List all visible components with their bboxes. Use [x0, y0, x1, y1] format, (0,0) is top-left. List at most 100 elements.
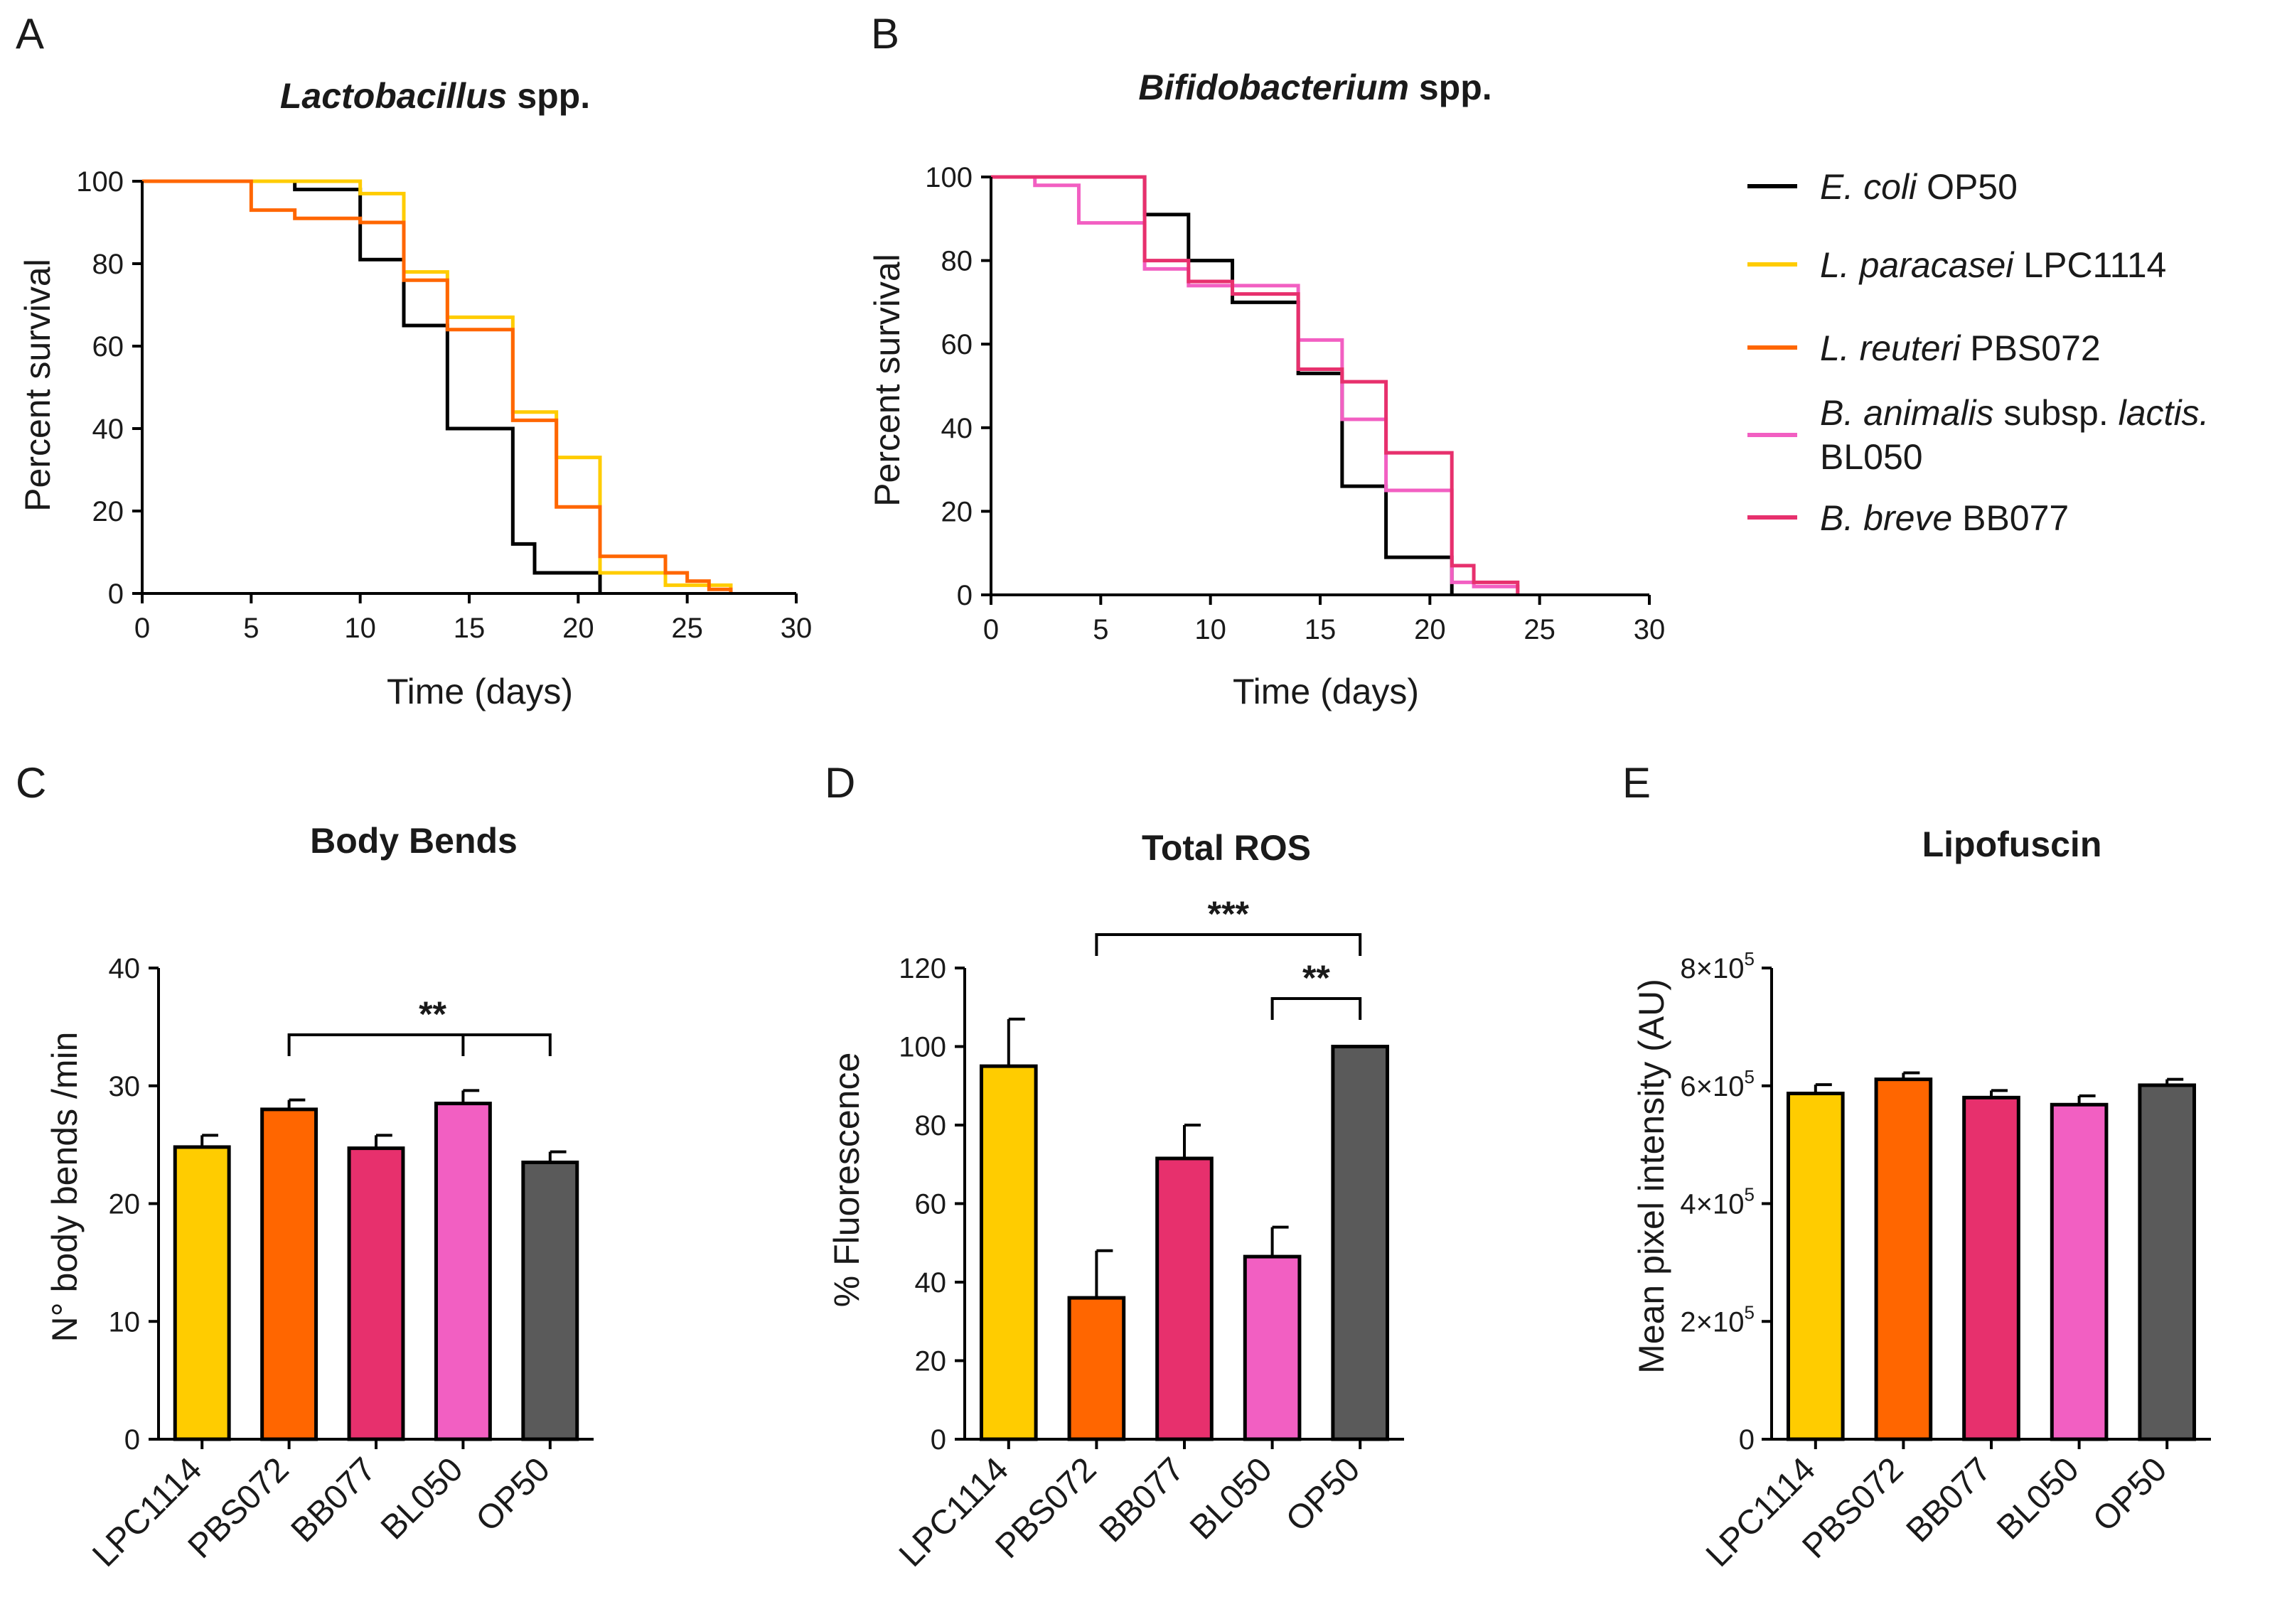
panel-c-bar-bb077 — [347, 1146, 405, 1441]
panel-e-ytick-exponent: 5 — [1745, 1184, 1755, 1205]
panel-d-ytick-label: 100 — [899, 1032, 946, 1063]
panel-e-bar-pbs072 — [1874, 1077, 1933, 1441]
panel-a-ytick-label: 40 — [92, 414, 124, 445]
panel-d-ytick-label: 40 — [915, 1267, 947, 1298]
panel-c-ytick-label: 30 — [109, 1071, 141, 1102]
panel-b-xtick-label: 15 — [1305, 614, 1337, 645]
panel-a-ytick-label: 80 — [92, 249, 124, 280]
panel-d-title: Total ROS — [1142, 828, 1311, 868]
panel-e-bar-lpc1114 — [1786, 1092, 1845, 1441]
panel-e-ytick-label: 2×105 — [1680, 1301, 1755, 1338]
panel-c: C Body Bends N° body bends /min LPC1114P… — [16, 759, 594, 1574]
panel-d-category-label: BL050 — [1183, 1451, 1280, 1547]
panel-d-bar-bb077 — [1155, 1156, 1214, 1441]
panel-a-xtick-label: 30 — [781, 613, 813, 644]
panel-a: A Lactobacillus spp. Percent survival Ti… — [16, 10, 812, 711]
panel-e-category-label: BL050 — [1990, 1451, 2087, 1547]
panel-b-ytick-label: 60 — [941, 329, 973, 360]
panel-e-ytick-exponent: 5 — [1745, 1301, 1755, 1323]
panel-a-title: Lactobacillus spp. — [280, 76, 590, 116]
panel-d-ytick-label: 0 — [931, 1424, 946, 1456]
panel-b-xtick-label: 30 — [1634, 614, 1666, 645]
panel-a-xtick-label: 25 — [671, 613, 703, 644]
panel-c-significance-bracket — [287, 1033, 552, 1056]
panel-a-xtick-label: 5 — [243, 613, 259, 644]
panel-d-bar-lpc1114 — [979, 1064, 1038, 1441]
panel-e-ytick-label: 0 — [1739, 1424, 1755, 1456]
legend-label-lpc1114: L. paracasei LPC1114 — [1820, 245, 2166, 285]
panel-e-bar-bl050 — [2050, 1102, 2109, 1441]
legend-label-bl050: B. animalis subsp. lactis. — [1820, 393, 2209, 433]
panel-b-ytick-label: 40 — [941, 413, 973, 444]
panel-b-ytick-label: 80 — [941, 246, 973, 277]
panel-d-ytick-label: 120 — [899, 953, 946, 984]
panel-a-xtick-label: 0 — [134, 613, 150, 644]
legend-label-bb077: B. breve BB077 — [1820, 498, 2069, 538]
panel-b-ylabel: Percent survival — [867, 254, 907, 507]
panel-a-ytick-label: 60 — [92, 331, 124, 362]
panel-letter-b: B — [871, 10, 899, 58]
panel-b-xtick-label: 5 — [1093, 614, 1108, 645]
panel-d-significance-label: *** — [1208, 894, 1250, 934]
panel-b-xtick-label: 20 — [1414, 614, 1446, 645]
panel-a-series-lpc1114 — [142, 179, 733, 593]
panel-c-category-label: LPC1114 — [85, 1451, 209, 1574]
panel-e-ytick-label: 4×105 — [1680, 1184, 1755, 1220]
panel-c-bar-bl050 — [434, 1102, 492, 1441]
panel-d-bar-pbs072 — [1067, 1296, 1126, 1441]
legend-label-op50: E. coli OP50 — [1820, 167, 2018, 207]
panel-b: B Bifidobacterium spp. Percent survival … — [867, 10, 1665, 711]
panel-b-ytick-label: 0 — [957, 580, 973, 611]
panel-e-ytick-label: 6×105 — [1680, 1066, 1755, 1102]
panel-a-ytick-label: 20 — [92, 496, 124, 527]
panel-e-category-label: BB077 — [1900, 1451, 1998, 1549]
panel-c-bar-pbs072 — [260, 1107, 318, 1441]
panel-c-category-label: OP50 — [469, 1451, 557, 1539]
panel-c-category-label: BB077 — [284, 1451, 383, 1549]
panel-b-xtick-label: 10 — [1194, 614, 1226, 645]
panel-e-ytick-mantissa: 4×10 — [1680, 1189, 1744, 1220]
panel-d-category-label: LPC1114 — [892, 1451, 1016, 1574]
panel-b-xtick-label: 0 — [983, 614, 999, 645]
panel-d: D Total ROS % Fluorescence LPC1114PBS072… — [825, 759, 1404, 1574]
panel-e-category-label: OP50 — [2086, 1451, 2174, 1539]
panel-e-bar-bb077 — [1962, 1095, 2020, 1441]
panel-e-category-label: LPC1114 — [1699, 1451, 1823, 1574]
panel-a-plot: 0 20 40 60 80 100 0 5 10 15 20 25 30 — [76, 166, 812, 644]
legend-label-bl050-line2: BL050 — [1820, 437, 1923, 477]
panel-c-category-label: BL050 — [374, 1451, 471, 1547]
panel-c-ytick-label: 40 — [109, 953, 141, 984]
panel-a-xtick-label: 10 — [344, 613, 376, 644]
panel-b-xtick-label: 25 — [1523, 614, 1555, 645]
panel-e-ytick-mantissa: 2×10 — [1680, 1306, 1744, 1338]
panel-c-significance-label: ** — [419, 994, 446, 1034]
panel-d-bar-op50 — [1331, 1045, 1390, 1441]
panel-c-ytick-label: 10 — [109, 1306, 141, 1338]
panel-d-ylabel: % Fluorescence — [827, 1053, 867, 1308]
panel-c-bar-lpc1114 — [173, 1145, 231, 1441]
panel-e: E Lipofuscin Mean pixel intensity (AU) L… — [1622, 759, 2211, 1574]
panel-e-ytick-exponent: 5 — [1745, 1066, 1755, 1087]
panel-d-significance-bracket — [1270, 997, 1362, 1020]
panel-e-ytick-mantissa: 0 — [1739, 1424, 1755, 1456]
panel-letter-a: A — [16, 10, 44, 58]
panel-d-category-label: BB077 — [1093, 1451, 1191, 1549]
panel-b-series-bb077 — [991, 175, 1520, 595]
panel-d-category-label: OP50 — [1279, 1451, 1367, 1539]
panel-c-ytick-label: 20 — [109, 1189, 141, 1220]
panel-d-ytick-label: 80 — [915, 1110, 947, 1141]
panel-b-series-bl050 — [991, 175, 1520, 595]
panel-letter-e: E — [1622, 759, 1651, 807]
panel-d-bar-bl050 — [1243, 1254, 1302, 1441]
panel-d-ytick-label: 60 — [915, 1189, 947, 1220]
panel-e-ytick-exponent: 5 — [1745, 948, 1755, 969]
panel-c-bar-op50 — [521, 1160, 579, 1441]
panel-letter-c: C — [16, 759, 46, 807]
panel-a-xtick-label: 20 — [562, 613, 594, 644]
panel-letter-d: D — [825, 759, 855, 807]
panel-c-title: Body Bends — [310, 821, 518, 861]
